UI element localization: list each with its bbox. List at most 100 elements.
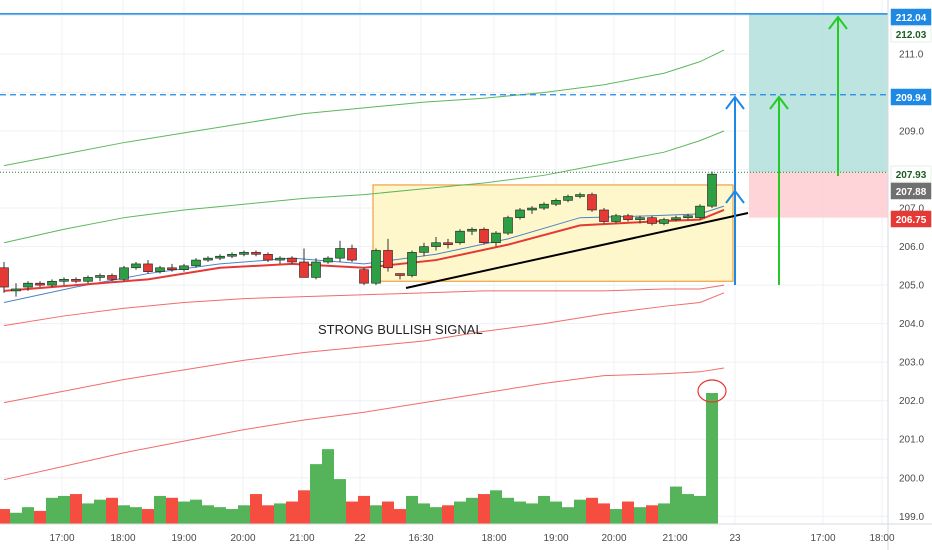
blue-arrow-head-lower [725,189,745,204]
volume-bars [0,379,727,524]
x-tick-label: 18:00 [481,533,506,544]
y-tick-label: 202.0 [899,396,924,407]
candle-body [323,257,333,263]
candle-body [623,215,633,220]
candle-body [491,232,501,244]
volume-bar [538,495,550,524]
candle-body [299,261,309,278]
y-tick-label: 203.0 [899,358,924,369]
candle-body [275,257,285,261]
green-arrow-right-head [828,15,848,30]
band-line [3,130,725,244]
candle-body [287,257,297,263]
volume-bar [142,509,154,524]
candle-body [695,205,705,218]
candle-body [599,209,609,222]
candle-body [443,242,453,245]
candle-body [143,263,153,272]
candle-body [575,194,585,197]
volume-bar [550,501,562,524]
candle-body [95,275,105,278]
volume-bar [226,509,238,524]
candle-body [251,252,261,255]
volume-bar [622,501,634,524]
volume-bar [670,486,682,524]
green-arrow-left-head [769,95,789,110]
volume-bar [430,507,442,524]
candle-body [179,265,189,271]
candle-body [371,250,381,284]
candle-body [503,217,513,234]
volume-bar [598,503,610,524]
candle-body [407,252,417,276]
candle-body [419,246,429,253]
y-tick-label: 205.0 [899,281,924,292]
candle-body [647,217,657,224]
volume-bar [514,501,526,524]
candle-body [215,255,225,259]
candle-body [359,269,369,284]
blue-arrow-head [725,95,745,110]
price-levels [0,13,888,173]
volume-bar [454,501,466,524]
price-badge-text: 209.94 [896,93,927,104]
candle-body [47,280,57,286]
y-tick-label: 200.0 [899,473,924,484]
price-badge-text: 212.03 [896,30,927,41]
candle-body [155,267,165,272]
candle-body [563,196,573,201]
x-tick-label: 23 [729,533,741,544]
profit-zone [749,13,888,173]
candle-body [683,215,693,218]
candle-body [539,203,549,209]
volume-bar [274,503,286,524]
volume-bar [418,503,430,524]
candle-body [383,250,393,269]
volume-bar [214,507,226,524]
candles [0,171,717,297]
volume-bar [202,505,214,524]
y-tick-label: 211.0 [899,49,924,60]
candle-body [431,242,441,247]
band-line [3,367,725,481]
volume-bar [46,497,58,524]
volume-bar [250,494,262,524]
candle-body [659,219,669,224]
candle-body [587,194,597,211]
price-badge-text: 207.88 [896,187,927,198]
candle-body [455,230,465,244]
volume-bar [478,494,490,524]
candle-body [527,207,537,211]
volume-bar [634,507,646,524]
price-badge-stop [890,210,932,228]
volume-bar [574,499,586,524]
x-tick-label: 19:00 [543,533,568,544]
bands [3,49,725,481]
volume-bar [94,499,106,524]
candle-body [707,173,717,207]
candle-body [203,257,213,261]
volume-bar [346,501,358,524]
candle-body [611,215,621,222]
volume-bar [406,495,418,524]
price-badge-entry [890,25,932,43]
x-tick-label: 21:00 [662,533,687,544]
moving-average-line [3,205,725,303]
volume-bar [322,449,334,524]
volume-bar [466,497,478,524]
x-tick-label: 16:30 [408,533,433,544]
candle-body [515,209,525,218]
x-tick-label: 21:00 [289,533,314,544]
candle-body [551,200,561,205]
volume-bar [646,505,658,524]
candle-body [671,217,681,220]
volume-bar [586,497,598,524]
volume-bar [706,393,718,524]
volume-bar [0,509,10,524]
volume-spike-circle [697,379,727,403]
price-badge-text: 207.93 [896,170,927,181]
volume-bar [382,501,394,524]
volume-bar [358,495,370,524]
candle-body [239,252,249,255]
